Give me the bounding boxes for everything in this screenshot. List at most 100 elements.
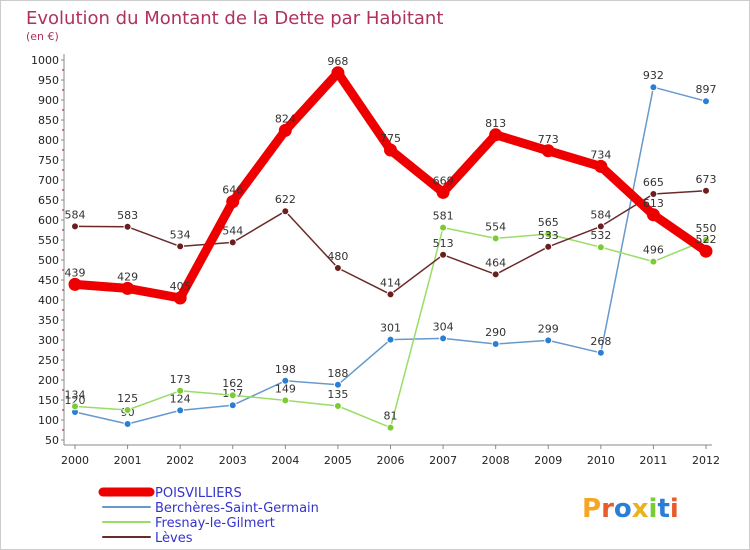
x-tick-label: 2008: [482, 454, 510, 467]
data-label: 81: [384, 410, 398, 423]
data-label: 813: [485, 117, 506, 130]
data-point: [71, 222, 79, 231]
data-point: [649, 83, 658, 92]
data-point: [594, 159, 608, 173]
x-tick-label: 2001: [114, 454, 142, 467]
data-point: [439, 334, 448, 343]
data-label: 584: [590, 208, 611, 221]
data-point: [702, 186, 710, 195]
y-tick-label: 150: [38, 394, 59, 407]
data-label: 135: [327, 388, 348, 401]
x-tick-label: 2007: [429, 454, 457, 467]
data-label: 429: [117, 270, 138, 283]
data-label: 120: [65, 394, 86, 407]
x-tick-label: 2005: [324, 454, 352, 467]
data-label: 125: [117, 392, 138, 405]
chart-subtitle: (en €): [26, 30, 59, 43]
y-tick-label: 400: [38, 294, 59, 307]
data-label: 613: [643, 197, 664, 210]
data-label: 532: [590, 229, 611, 242]
x-tick-label: 2006: [377, 454, 405, 467]
legend-entry: Lèves: [155, 531, 193, 546]
data-point: [489, 128, 503, 142]
data-label: 775: [380, 132, 401, 145]
data-label: 544: [222, 224, 243, 237]
y-tick-label: 900: [38, 94, 59, 107]
y-tick-label: 600: [38, 214, 59, 227]
data-label: 414: [380, 276, 401, 289]
y-tick-label: 850: [38, 114, 59, 127]
data-point: [702, 236, 710, 244]
data-label: 646: [222, 184, 243, 197]
logo-letter: r: [601, 494, 614, 524]
series-2: 134 125 173 162 149 135 81 581 554 565 532 496 550: [65, 210, 717, 432]
data-point: [228, 401, 237, 410]
data-label: 622: [275, 193, 296, 206]
data-point: [333, 264, 342, 272]
data-label: 464: [485, 256, 506, 269]
x-tick-label: 2000: [61, 454, 89, 467]
data-label: 304: [433, 320, 454, 333]
data-point: [123, 222, 132, 231]
data-label: 124: [170, 392, 191, 405]
data-point: [439, 250, 448, 259]
y-tick-label: 550: [38, 234, 59, 247]
y-tick-label: 800: [38, 134, 59, 147]
data-point: [71, 402, 79, 411]
data-point: [386, 335, 395, 344]
y-tick-label: 200: [38, 374, 59, 387]
legend-entry: Fresnay-le-Gilmert: [155, 516, 275, 531]
data-point: [439, 223, 448, 232]
data-point: [176, 242, 185, 251]
data-label: 565: [538, 216, 559, 229]
data-label: 134: [65, 388, 86, 401]
y-tick-label: 650: [38, 194, 59, 207]
data-point: [281, 207, 290, 216]
y-tick-label: 250: [38, 354, 59, 367]
y-tick-label: 450: [38, 274, 59, 287]
data-label: 533: [538, 229, 559, 242]
data-point: [173, 291, 187, 305]
data-point: [649, 257, 658, 266]
data-point: [123, 420, 132, 428]
data-point: [333, 402, 342, 410]
logo-letter: i: [670, 494, 679, 524]
series-3: 584 583 534 544 622 480 414 513 464 533 584 665 673: [65, 173, 717, 299]
logo-letter: x: [632, 494, 649, 524]
data-point: [544, 230, 553, 238]
data-point: [541, 144, 555, 158]
x-tick-label: 2009: [534, 454, 562, 467]
data-label: 932: [643, 69, 664, 82]
data-point: [649, 190, 658, 198]
data-label: 480: [327, 250, 348, 263]
data-point: [176, 406, 185, 415]
data-label: 198: [275, 363, 296, 376]
data-label: 522: [696, 233, 717, 246]
data-point: [699, 244, 713, 258]
data-point: [436, 185, 450, 199]
y-tick-label: 350: [38, 314, 59, 327]
data-label: 290: [485, 326, 506, 339]
data-point: [491, 340, 500, 348]
data-label: 554: [485, 220, 506, 233]
data-point: [702, 97, 710, 106]
chart-title: Evolution du Montant de la Dette par Hab…: [26, 8, 443, 29]
data-point: [228, 238, 237, 247]
data-point: [596, 348, 605, 357]
data-label: 149: [275, 382, 296, 395]
data-label: 162: [222, 377, 243, 390]
data-label: 773: [538, 133, 559, 146]
data-point: [121, 281, 135, 295]
data-point: [278, 123, 292, 137]
data-label: 824: [275, 112, 296, 125]
x-tick-label: 2002: [166, 454, 194, 467]
data-point: [596, 222, 605, 231]
legend-entry: POISVILLIERS: [155, 486, 242, 501]
data-label: 583: [117, 209, 138, 222]
y-tick-label: 750: [38, 154, 59, 167]
data-label: 496: [643, 244, 664, 257]
y-tick-label: 700: [38, 174, 59, 187]
y-tick-label: 50: [45, 434, 59, 447]
data-point: [176, 386, 185, 395]
